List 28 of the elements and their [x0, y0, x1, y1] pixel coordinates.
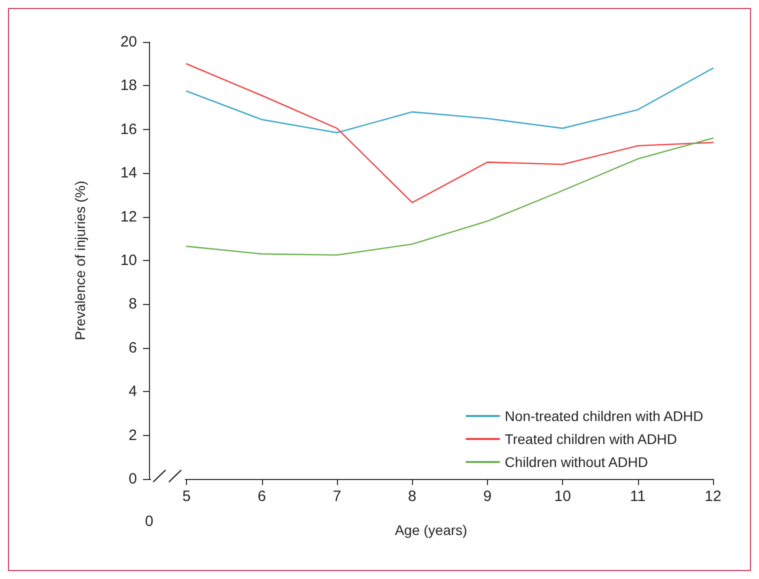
line-series	[186, 68, 714, 134]
y-tick-label: 18	[120, 77, 137, 94]
legend-label: Non-treated children with ADHD	[504, 408, 704, 424]
x-tick-label: 8	[408, 488, 416, 505]
line-series	[186, 63, 714, 204]
y-tick-label: 4	[128, 383, 137, 400]
y-tick-label: 6	[128, 339, 137, 356]
y-tick-label: 16	[120, 120, 137, 138]
x-tick-label: 12	[704, 488, 722, 505]
y-tick-label: 8	[128, 296, 137, 313]
x-tick-label: 5	[182, 488, 191, 505]
legend-label: Children without ADHD	[504, 454, 648, 470]
y-tick-label: 20	[120, 34, 137, 50]
y-tick-label: 2	[128, 426, 137, 444]
x-tick-label: 9	[483, 488, 492, 505]
x-tick-label: 6	[258, 488, 266, 505]
y-tick-label: 0	[128, 470, 137, 488]
x-tick-label: 10	[554, 488, 571, 505]
y-tick-label: 10	[120, 252, 137, 269]
line-series	[186, 137, 714, 256]
text: 0	[145, 513, 154, 530]
x-tick-label: 11	[630, 488, 646, 505]
y-tick-label: 14	[120, 164, 137, 182]
x-tick-label: 7	[332, 488, 342, 505]
x-axis-title: Age (years)	[394, 522, 468, 538]
y-axis-title: Prevalence of injuries (%)	[72, 180, 88, 340]
y-tick-label: 12	[120, 208, 137, 226]
legend-label: Treated children with ADHD	[504, 431, 678, 447]
